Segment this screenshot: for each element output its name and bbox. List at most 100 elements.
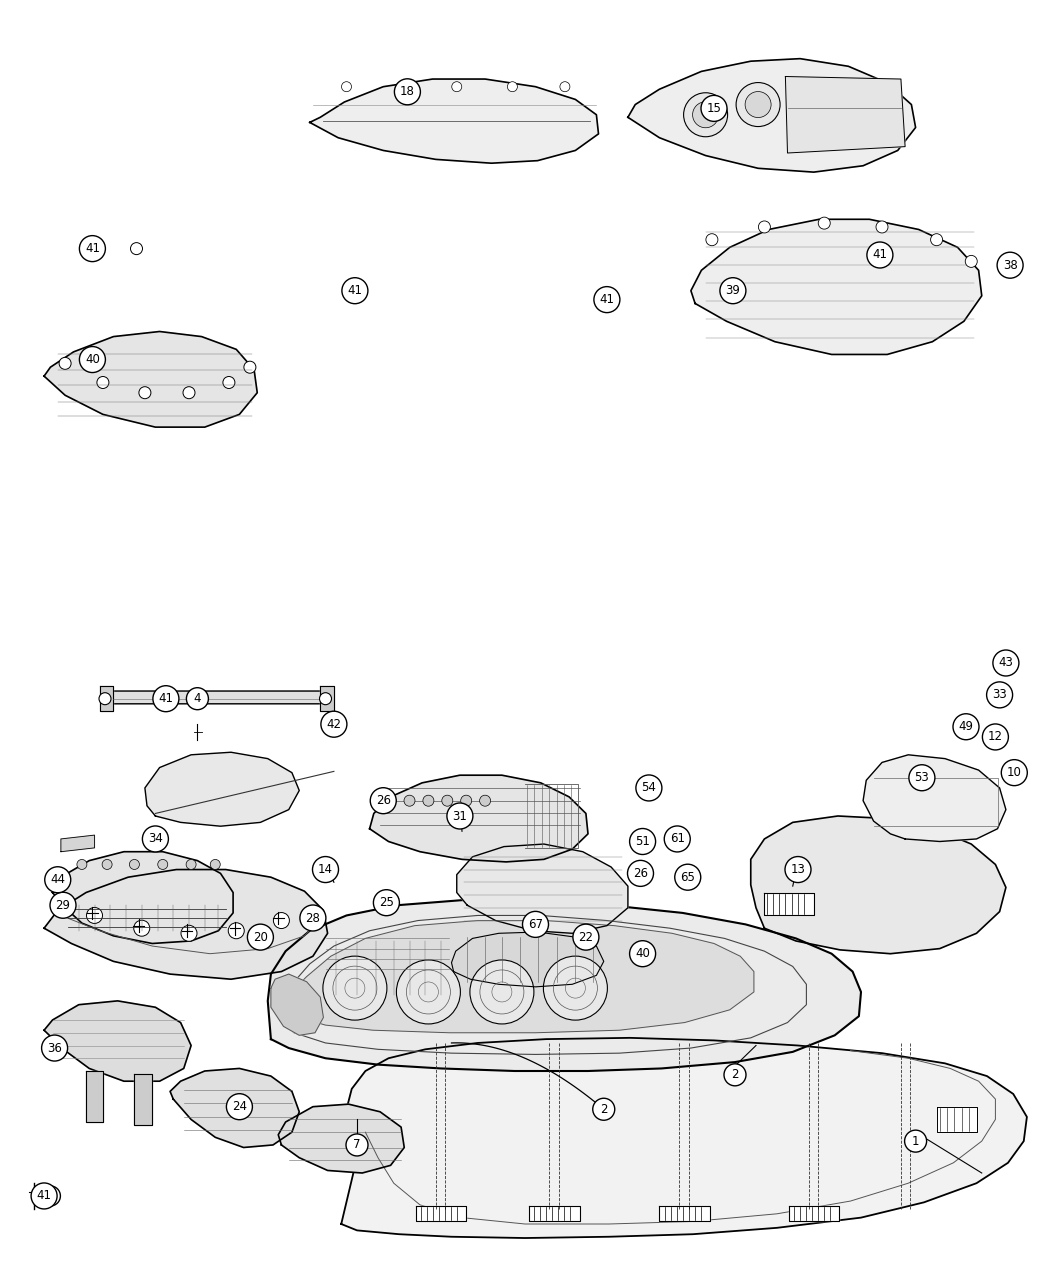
Circle shape [983,724,1008,750]
Circle shape [129,859,140,870]
Circle shape [593,1098,614,1121]
Circle shape [701,96,727,121]
Polygon shape [416,1206,466,1221]
Circle shape [573,924,598,950]
Polygon shape [52,852,233,944]
Text: 41: 41 [85,242,100,255]
Text: 40: 40 [635,947,650,960]
Polygon shape [286,921,754,1033]
Text: 18: 18 [400,85,415,98]
Circle shape [139,386,151,399]
Circle shape [818,217,831,230]
Text: 38: 38 [1003,259,1017,272]
Text: 39: 39 [726,284,740,297]
Polygon shape [170,1068,299,1148]
Circle shape [143,826,168,852]
Circle shape [675,864,700,890]
Circle shape [930,233,943,246]
Text: 40: 40 [85,353,100,366]
Text: 41: 41 [37,1190,51,1202]
Circle shape [461,796,471,806]
Circle shape [397,960,460,1024]
Text: 49: 49 [959,720,973,733]
Circle shape [45,867,70,892]
Circle shape [181,926,197,941]
Circle shape [313,857,338,882]
Text: 42: 42 [327,718,341,731]
Polygon shape [751,816,1006,954]
Text: 65: 65 [680,871,695,884]
Polygon shape [44,332,257,427]
Text: 22: 22 [579,931,593,944]
Circle shape [507,82,518,92]
Circle shape [40,1186,61,1206]
Circle shape [909,765,934,790]
Circle shape [102,859,112,870]
Circle shape [470,960,533,1024]
Text: 25: 25 [379,896,394,909]
Polygon shape [370,775,588,862]
Text: 2: 2 [600,1103,608,1116]
Circle shape [630,941,655,966]
Circle shape [720,278,746,303]
Circle shape [385,796,396,806]
Circle shape [32,1183,57,1209]
Polygon shape [44,870,328,979]
Polygon shape [105,691,330,704]
Circle shape [998,252,1023,278]
Circle shape [736,83,780,126]
Circle shape [630,829,655,854]
Text: 36: 36 [47,1042,62,1054]
Circle shape [905,1130,926,1153]
Circle shape [374,890,399,915]
Circle shape [665,826,690,852]
Circle shape [42,1035,67,1061]
Circle shape [80,347,105,372]
Circle shape [84,241,101,256]
Text: 28: 28 [306,912,320,924]
Circle shape [341,82,352,92]
Text: 67: 67 [528,918,543,931]
Text: 1: 1 [911,1135,920,1148]
Circle shape [993,650,1018,676]
Polygon shape [61,835,94,852]
Polygon shape [320,686,334,711]
Text: 61: 61 [670,833,685,845]
Circle shape [50,892,76,918]
Text: 53: 53 [915,771,929,784]
Polygon shape [44,1001,191,1081]
Polygon shape [134,1074,152,1125]
Circle shape [594,287,620,312]
Circle shape [228,923,245,938]
Circle shape [300,905,326,931]
Polygon shape [457,844,628,933]
Circle shape [248,924,273,950]
Circle shape [342,278,368,303]
Polygon shape [659,1206,710,1221]
Text: 10: 10 [1007,766,1022,779]
Circle shape [346,1133,367,1156]
Circle shape [130,242,143,255]
Polygon shape [271,974,323,1035]
Polygon shape [628,59,916,172]
Circle shape [273,913,290,928]
Circle shape [395,79,420,105]
Circle shape [186,859,196,870]
Text: 26: 26 [376,794,391,807]
Circle shape [210,859,220,870]
Circle shape [480,796,490,806]
Circle shape [452,82,462,92]
Circle shape [404,796,415,806]
Circle shape [227,1094,252,1119]
Circle shape [706,233,718,246]
Text: 41: 41 [159,692,173,705]
Circle shape [442,796,453,806]
Polygon shape [452,932,604,987]
Circle shape [183,386,195,399]
Text: 4: 4 [193,692,202,705]
Text: 20: 20 [253,931,268,944]
Circle shape [158,859,168,870]
Text: 31: 31 [453,810,467,822]
Polygon shape [310,79,598,163]
Polygon shape [691,219,982,354]
